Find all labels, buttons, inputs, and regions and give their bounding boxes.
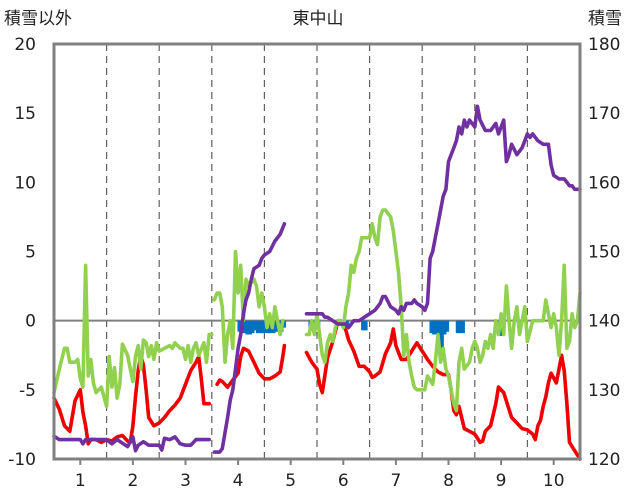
x-tick-label: 3 — [180, 471, 191, 491]
series-line — [304, 208, 582, 413]
chart-title: 東中山 — [293, 9, 344, 29]
series-line — [212, 222, 287, 454]
y-left-tick-label: 10 — [14, 173, 36, 193]
left-y-axis: 20 15 10 5 0 -5 -10 — [8, 35, 36, 470]
series-line — [52, 434, 211, 453]
series-line — [215, 343, 287, 389]
bar — [442, 320, 450, 332]
series-line — [212, 249, 285, 365]
bar — [458, 320, 465, 334]
right-y-axis: 180 170 160 150 140 130 120 — [588, 35, 620, 470]
x-tick-label: 1 — [75, 471, 86, 491]
y-right-tick-label: 140 — [588, 312, 620, 332]
line-series — [52, 104, 582, 461]
y-left-tick-label: 5 — [25, 243, 36, 263]
series-3 — [52, 104, 582, 454]
x-tick-label: 10 — [543, 471, 565, 491]
x-tick-label: 6 — [338, 471, 349, 491]
bar — [497, 320, 505, 336]
x-tick-label: 4 — [233, 471, 244, 491]
x-tick-label: 9 — [496, 471, 507, 491]
y-right-tick-label: 180 — [588, 35, 620, 55]
series-line — [52, 263, 214, 409]
vertical-gridlines — [54, 44, 580, 459]
left-axis-title: 積雪以外 — [4, 9, 72, 29]
x-tick-label: 5 — [285, 471, 296, 491]
y-right-tick-label: 120 — [588, 450, 620, 470]
right-axis-title: 積雪 — [588, 9, 622, 29]
bar — [271, 320, 279, 332]
series-line — [304, 104, 582, 330]
y-left-tick-label: -10 — [8, 450, 36, 470]
y-right-tick-label: 130 — [588, 381, 620, 401]
x-tick-label: 2 — [127, 471, 138, 491]
y-left-tick-label: -5 — [19, 381, 36, 401]
y-right-tick-label: 170 — [588, 104, 620, 124]
y-left-tick-label: 20 — [14, 35, 36, 55]
bar — [361, 320, 368, 331]
x-tick-label: 8 — [443, 471, 454, 491]
bar — [250, 320, 258, 331]
y-left-tick-label: 15 — [14, 104, 36, 124]
x-axis: 1 2 3 4 5 6 7 8 9 10 — [75, 459, 565, 491]
series-line — [52, 353, 211, 446]
x-tick-label: 7 — [390, 471, 401, 491]
y-left-tick-label: 0 — [25, 312, 36, 332]
plot-frame — [52, 42, 582, 461]
series-2 — [52, 208, 582, 413]
y-right-tick-label: 150 — [588, 243, 620, 263]
y-right-tick-label: 160 — [588, 173, 620, 193]
